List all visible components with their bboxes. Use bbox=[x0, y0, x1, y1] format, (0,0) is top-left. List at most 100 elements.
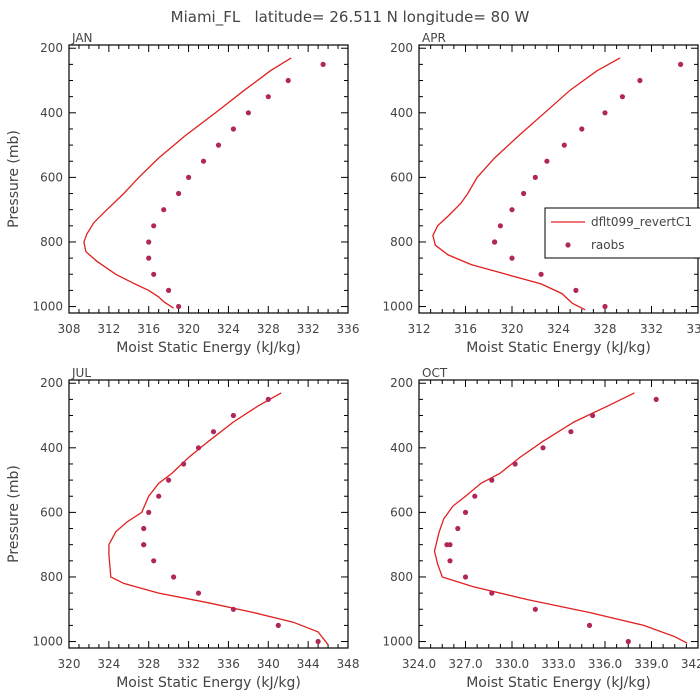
obs-point bbox=[625, 638, 631, 645]
obs-point bbox=[540, 445, 546, 451]
x-tick-label: 312 bbox=[97, 322, 120, 336]
x-axis-label: Moist Static Energy (kJ/kg) bbox=[466, 340, 651, 356]
obs-point bbox=[320, 61, 326, 67]
x-tick-label: 332 bbox=[297, 322, 320, 336]
obs-point bbox=[602, 303, 608, 310]
obs-point bbox=[573, 287, 579, 293]
obs-point bbox=[561, 142, 567, 148]
y-tick-label: 400 bbox=[390, 106, 413, 120]
x-tick-label: 312 bbox=[408, 322, 431, 336]
y-tick-label: 600 bbox=[390, 505, 413, 519]
x-tick-label: 316 bbox=[454, 322, 477, 336]
obs-point bbox=[462, 509, 469, 515]
y-tick-label: 600 bbox=[40, 170, 63, 184]
legend-box bbox=[544, 207, 700, 259]
x-tick-label: 320 bbox=[177, 322, 200, 336]
y-tick-label: 200 bbox=[40, 376, 63, 390]
x-tick-label: 328 bbox=[594, 322, 617, 336]
x-tick-label: 320 bbox=[501, 322, 524, 336]
obs-point bbox=[512, 461, 518, 467]
y-tick-label: 1000 bbox=[382, 635, 413, 649]
y-tick-label: 800 bbox=[390, 235, 413, 249]
x-tick-label: 327.0 bbox=[448, 657, 482, 671]
x-tick-label: 316 bbox=[137, 322, 160, 336]
y-tick-label: 200 bbox=[40, 41, 63, 55]
plot-frame bbox=[68, 44, 349, 314]
x-tick-label: 308 bbox=[58, 322, 81, 336]
x-tick-label: 344 bbox=[297, 657, 320, 671]
x-tick-label: 333.0 bbox=[541, 657, 575, 671]
panel-label: APR bbox=[422, 31, 446, 45]
x-tick-label: 330.0 bbox=[495, 657, 529, 671]
obs-point bbox=[462, 574, 469, 580]
obs-point bbox=[489, 477, 495, 483]
x-tick-label: 339.0 bbox=[634, 657, 668, 671]
obs-point bbox=[497, 223, 503, 229]
obs-point bbox=[602, 110, 608, 116]
obs-point bbox=[489, 590, 495, 596]
obs-point bbox=[590, 412, 596, 419]
obs-point bbox=[532, 174, 538, 180]
obs-point bbox=[619, 94, 626, 100]
obs-point bbox=[166, 477, 172, 483]
obs-point bbox=[215, 142, 222, 148]
panel-jul: JUL 320 324 328 332 336 340 344 348 200 400 600 800 1… bbox=[6, 366, 359, 691]
x-tick-label: 348 bbox=[337, 657, 360, 671]
obs-point bbox=[455, 525, 461, 532]
obs-point bbox=[492, 239, 498, 245]
obs-point bbox=[265, 94, 271, 100]
x-axis-label: Moist Static Energy (kJ/kg) bbox=[466, 675, 651, 691]
x-tick-label: 332 bbox=[177, 657, 200, 671]
obs-point bbox=[285, 77, 291, 84]
model-line bbox=[108, 392, 329, 646]
obs-point bbox=[586, 622, 593, 629]
obs-point bbox=[509, 255, 515, 261]
obs-point bbox=[195, 445, 202, 451]
obs-point bbox=[568, 429, 574, 435]
obs-point bbox=[176, 190, 182, 197]
obs-point bbox=[195, 590, 202, 596]
obs-point bbox=[146, 255, 152, 261]
obs-point bbox=[265, 396, 271, 402]
obs-point bbox=[230, 606, 236, 612]
plot-frame bbox=[68, 379, 349, 649]
obs-point bbox=[141, 525, 147, 532]
obs-point bbox=[637, 77, 643, 84]
x-tick-label: 320 bbox=[58, 657, 81, 671]
obs-point bbox=[146, 509, 152, 515]
plot-frame bbox=[418, 379, 699, 649]
obs-point bbox=[210, 429, 217, 435]
obs-point bbox=[151, 558, 157, 564]
y-tick-label: 400 bbox=[40, 441, 63, 455]
obs-point bbox=[245, 110, 251, 116]
obs-point bbox=[200, 158, 207, 164]
y-tick-label: 800 bbox=[40, 570, 63, 584]
obs-point bbox=[544, 158, 550, 164]
y-tick-label: 600 bbox=[40, 505, 63, 519]
x-tick-label: 336 bbox=[687, 322, 700, 336]
panels: JAN 308 312 316 320 324 328 332 336 200 400 600 800 1… bbox=[6, 31, 700, 691]
y-tick-label: 800 bbox=[40, 235, 63, 249]
panel-oct: OCT 324.0 327.0 330.0 333.0 336.0 339.0 342.0 20… bbox=[382, 366, 700, 691]
model-line bbox=[432, 57, 621, 311]
y-axis-label: Pressure (mb) bbox=[6, 465, 22, 563]
x-tick-label: 328 bbox=[257, 322, 280, 336]
x-tick-label: 336.0 bbox=[588, 657, 622, 671]
obs-point bbox=[230, 126, 236, 132]
obs-point bbox=[275, 622, 281, 629]
obs-point bbox=[146, 239, 152, 245]
y-tick-label: 200 bbox=[390, 41, 413, 55]
y-tick-label: 600 bbox=[390, 170, 413, 184]
x-axis-label: Moist Static Energy (kJ/kg) bbox=[116, 340, 301, 356]
y-tick-label: 400 bbox=[390, 441, 413, 455]
obs-point bbox=[151, 271, 157, 277]
panel-jan: JAN 308 312 316 320 324 328 332 336 200 400 600 800 1… bbox=[6, 31, 359, 356]
panel-label: JUL bbox=[71, 366, 91, 380]
model-line bbox=[433, 392, 688, 644]
obs-point bbox=[166, 287, 172, 293]
obs-point bbox=[151, 223, 157, 229]
obs-point bbox=[447, 558, 453, 564]
obs-point bbox=[538, 271, 544, 277]
obs-point bbox=[532, 606, 538, 612]
